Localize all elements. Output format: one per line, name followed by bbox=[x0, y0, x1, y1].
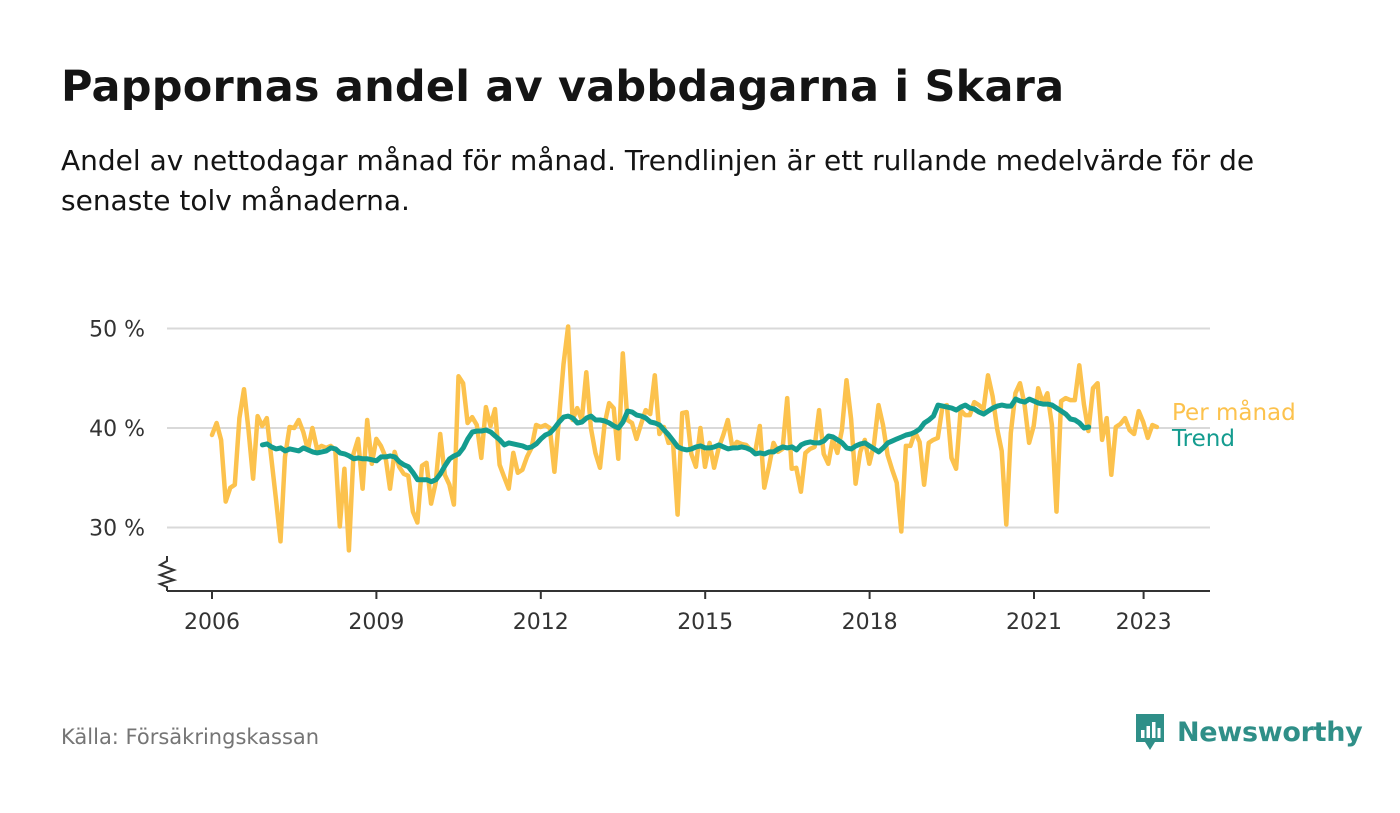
chart-title: Pappornas andel av vabbdagarna i Skara bbox=[61, 62, 1065, 112]
legend-trend: Trend bbox=[1171, 426, 1235, 452]
x-tick-label: 2023 bbox=[1116, 610, 1172, 635]
x-tick-label: 2018 bbox=[842, 610, 898, 635]
x-axis bbox=[157, 556, 1210, 599]
x-tick-label: 2009 bbox=[348, 610, 404, 635]
x-tick-label: 2012 bbox=[513, 610, 569, 635]
series-line-per-manad bbox=[209, 324, 1160, 553]
chart-subtitle: Andel av nettodagar månad för månad. Tre… bbox=[61, 144, 1255, 217]
series-line-trend bbox=[259, 396, 1092, 485]
newsworthy-logo-icon bbox=[1136, 714, 1164, 750]
x-tick-label: 2006 bbox=[184, 610, 240, 635]
brand-name: Newsworthy bbox=[1177, 716, 1363, 748]
x-tick-label: 2021 bbox=[1006, 610, 1062, 635]
y-tick-label: 30 % bbox=[89, 517, 145, 542]
y-tick-label: 50 % bbox=[89, 318, 145, 343]
series-lines bbox=[209, 324, 1160, 553]
y-axis-labels: 30 % 40 % 50 % bbox=[89, 318, 145, 542]
legend-per-manad: Per månad bbox=[1172, 398, 1296, 426]
y-tick-label: 40 % bbox=[89, 417, 145, 442]
line-chart: 30 % 40 % 50 % 2006 2009 2012 2015 2018 2021 202… bbox=[89, 318, 1296, 636]
x-axis-labels: 2006 2009 2012 2015 2018 2021 2023 bbox=[184, 610, 1172, 635]
legend: Per månad Trend bbox=[1171, 398, 1296, 452]
axis-break-icon bbox=[157, 556, 178, 591]
source-note: Källa: Försäkringskassan bbox=[61, 725, 320, 749]
x-tick-label: 2015 bbox=[677, 610, 733, 635]
newsworthy-logo: Newsworthy bbox=[1133, 712, 1363, 752]
